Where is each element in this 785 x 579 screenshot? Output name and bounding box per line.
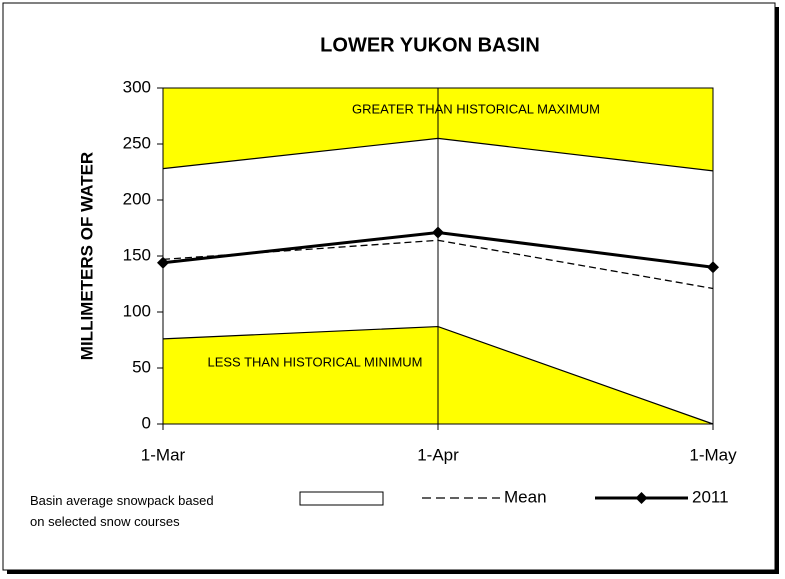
legend-label: 2011	[692, 487, 729, 506]
legend-label: Mean	[504, 487, 547, 506]
y-tick-label: 100	[123, 301, 151, 320]
y-tick-label: 150	[123, 245, 151, 264]
y-tick-label: 200	[123, 189, 151, 208]
y-tick-label: 250	[123, 133, 151, 152]
y-axis-label: MILLIMETERS OF WATER	[77, 152, 96, 360]
y-tick-label: 50	[132, 357, 151, 376]
chart-title: LOWER YUKON BASIN	[320, 34, 540, 56]
x-tick-label: 1-Mar	[141, 445, 186, 464]
annotation: LESS THAN HISTORICAL MINIMUM	[207, 354, 422, 369]
x-tick-label: 1-Apr	[417, 445, 459, 464]
legend-note: Basin average snowpack based on selected…	[30, 493, 214, 529]
y-tick-label: 0	[142, 413, 151, 432]
y-tick-label: 300	[123, 77, 151, 96]
annotation: GREATER THAN HISTORICAL MAXIMUM	[352, 101, 600, 116]
legend-band-swatch	[299, 491, 384, 506]
x-tick-label: 1-May	[689, 445, 737, 464]
marker	[432, 226, 444, 239]
legend-marker	[635, 492, 648, 504]
